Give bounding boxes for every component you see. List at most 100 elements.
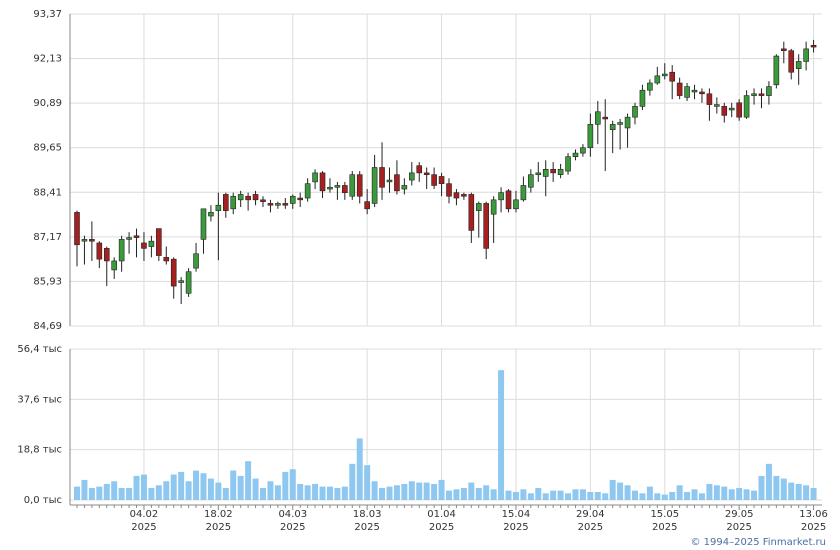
volume-bar — [103, 483, 110, 500]
candle-body — [364, 201, 370, 210]
candle-body — [96, 242, 103, 260]
candle-body — [468, 194, 475, 231]
volume-bar — [81, 479, 88, 500]
candle-body — [446, 183, 452, 197]
x-tick-label: 29.04 2025 — [576, 509, 605, 533]
volume-bar — [684, 491, 691, 500]
candle-body — [401, 185, 408, 190]
volume-bar — [475, 487, 482, 500]
candle-body — [654, 75, 661, 84]
candle-body — [505, 190, 512, 210]
volume-bar — [646, 486, 653, 500]
volume-bar — [326, 486, 333, 500]
volume-bar — [460, 487, 467, 500]
y-tick-label: 18,8 тыс — [17, 445, 62, 456]
volume-bar — [676, 485, 683, 500]
candle-body — [528, 174, 534, 188]
candle-body — [728, 107, 735, 111]
candle-body — [542, 168, 549, 177]
volume-bar — [230, 470, 237, 500]
candle-body — [535, 172, 542, 175]
volume-bar — [780, 478, 787, 500]
candle-body — [676, 82, 683, 96]
volume-bar — [765, 463, 772, 500]
candle-body — [356, 174, 363, 197]
candle-body — [587, 124, 594, 149]
volume-bar — [289, 469, 296, 500]
volume-bar — [379, 487, 386, 500]
volume-bar — [423, 482, 430, 500]
candle-body — [498, 192, 504, 201]
volume-bar — [341, 486, 348, 500]
volume-bar — [140, 474, 147, 500]
volume-bar — [222, 487, 229, 500]
candle-body — [795, 61, 802, 69]
volume-bar — [736, 487, 743, 500]
x-tick-label: 15.04 2025 — [502, 509, 531, 533]
volume-bar — [810, 487, 817, 500]
candle-body — [386, 179, 393, 183]
volume-bar — [185, 481, 192, 500]
volume-bar — [624, 485, 631, 500]
volume-bar — [207, 478, 214, 500]
volume-bar — [617, 482, 624, 500]
candle-body — [215, 204, 222, 211]
candle-body — [126, 237, 132, 240]
volume-bar — [535, 487, 542, 500]
candle-body — [371, 167, 378, 204]
volume-bar — [557, 490, 564, 500]
candle-body — [691, 89, 698, 93]
candle-body — [230, 195, 237, 210]
candle-body — [148, 240, 155, 247]
candle-body — [74, 212, 80, 246]
volume-bar — [245, 461, 252, 500]
candle-body — [572, 152, 579, 158]
candle-body — [706, 93, 713, 105]
candle-body — [297, 197, 304, 201]
candle-body — [647, 82, 653, 91]
volume-bar — [609, 479, 616, 500]
volume-bar — [721, 486, 728, 500]
candle-body — [461, 194, 467, 197]
candle-body — [260, 199, 266, 202]
candle-body — [438, 176, 445, 184]
volume-bar — [88, 487, 95, 500]
candle-body — [304, 183, 311, 199]
candle-body — [327, 186, 333, 190]
volume-bar — [200, 473, 207, 500]
volume-bar — [118, 487, 125, 500]
candle-body — [379, 167, 385, 188]
candle-body — [118, 239, 125, 262]
volume-bar — [74, 486, 80, 500]
candle-body — [736, 102, 742, 118]
volume-bar — [237, 475, 244, 500]
candle-body — [490, 199, 497, 215]
volume-bar — [468, 482, 475, 500]
volume-bar — [512, 491, 519, 500]
volume-bar — [319, 486, 326, 500]
y-tick-label: 90,89 — [33, 98, 62, 109]
candle-body — [178, 280, 184, 283]
candle-body — [766, 86, 772, 96]
candle-body — [141, 242, 147, 249]
volume-bar — [572, 489, 579, 500]
candle-body — [156, 228, 162, 256]
candle-body — [334, 185, 341, 188]
volume-bar — [267, 481, 274, 500]
candle-body — [394, 174, 400, 192]
x-tick-label: 29.05 2025 — [725, 509, 754, 533]
candle-body — [245, 195, 251, 201]
volume-bar — [639, 493, 646, 500]
candle-body — [81, 239, 88, 242]
candle-body — [111, 260, 117, 271]
volume-bar — [215, 482, 222, 500]
volume-bar — [304, 485, 311, 500]
volume-bar — [96, 486, 103, 500]
y-tick-label: 89,65 — [33, 143, 62, 154]
candle-body — [557, 168, 564, 175]
candle-body — [751, 93, 757, 96]
volume-bar — [446, 490, 452, 500]
volume-bar — [401, 483, 408, 500]
volume-bar — [111, 481, 118, 500]
